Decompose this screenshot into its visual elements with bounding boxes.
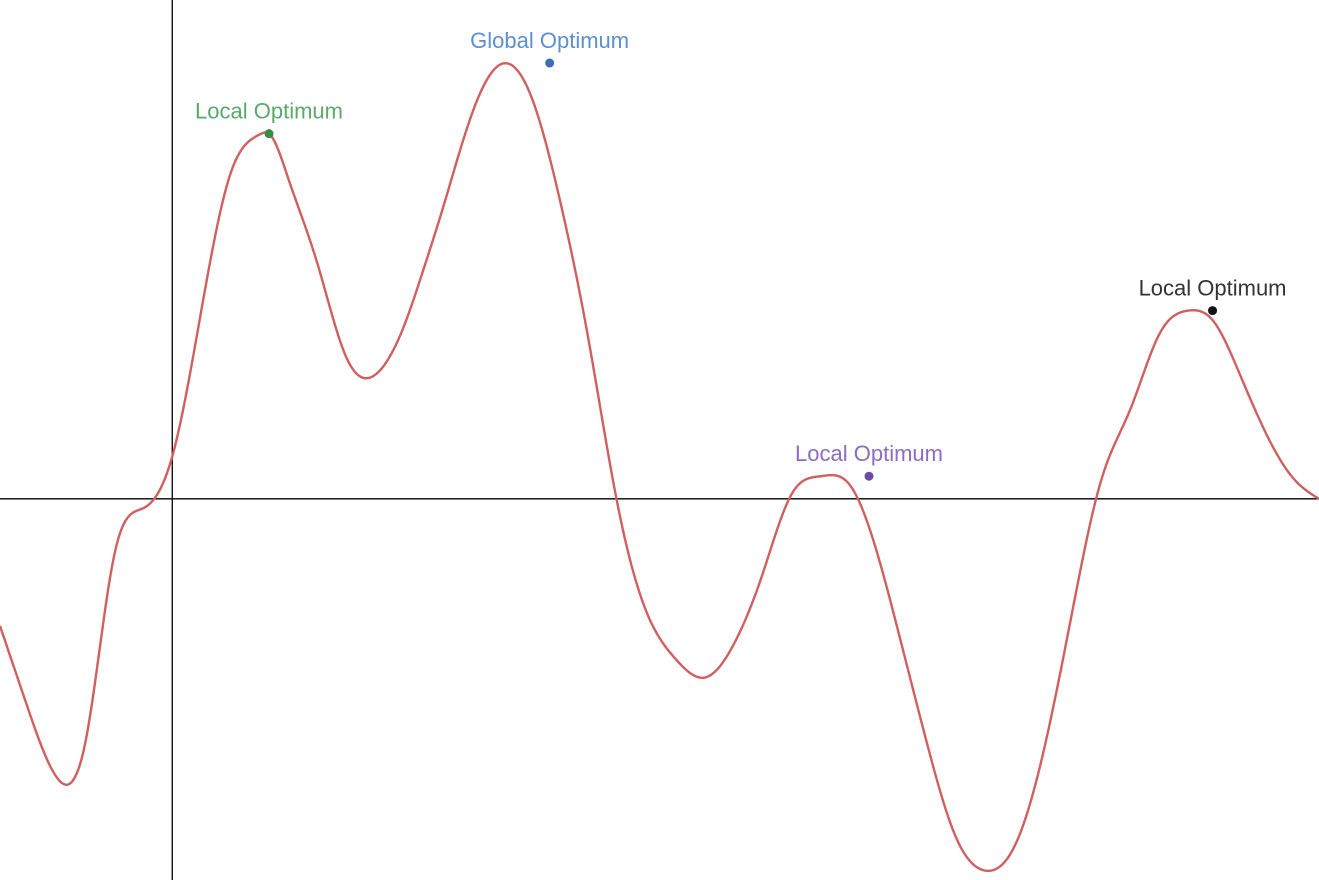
series-line-0 — [0, 61, 1319, 873]
optimum-point-1[interactable] — [545, 58, 555, 68]
optimum-points-layer: Local Optimum Global Optimum Local Optimum… — [195, 28, 1287, 481]
optimum-label-1: Global Optimum — [470, 28, 629, 53]
optimum-label-3: Local Optimum — [1139, 276, 1287, 301]
optimum-point-3[interactable] — [1208, 306, 1218, 316]
optimum-point-2[interactable] — [864, 471, 874, 481]
optimum-label-2: Local Optimum — [795, 441, 943, 466]
series-layer — [0, 61, 1319, 873]
optimum-point-0[interactable] — [264, 129, 274, 139]
optimum-label-0: Local Optimum — [195, 99, 343, 124]
